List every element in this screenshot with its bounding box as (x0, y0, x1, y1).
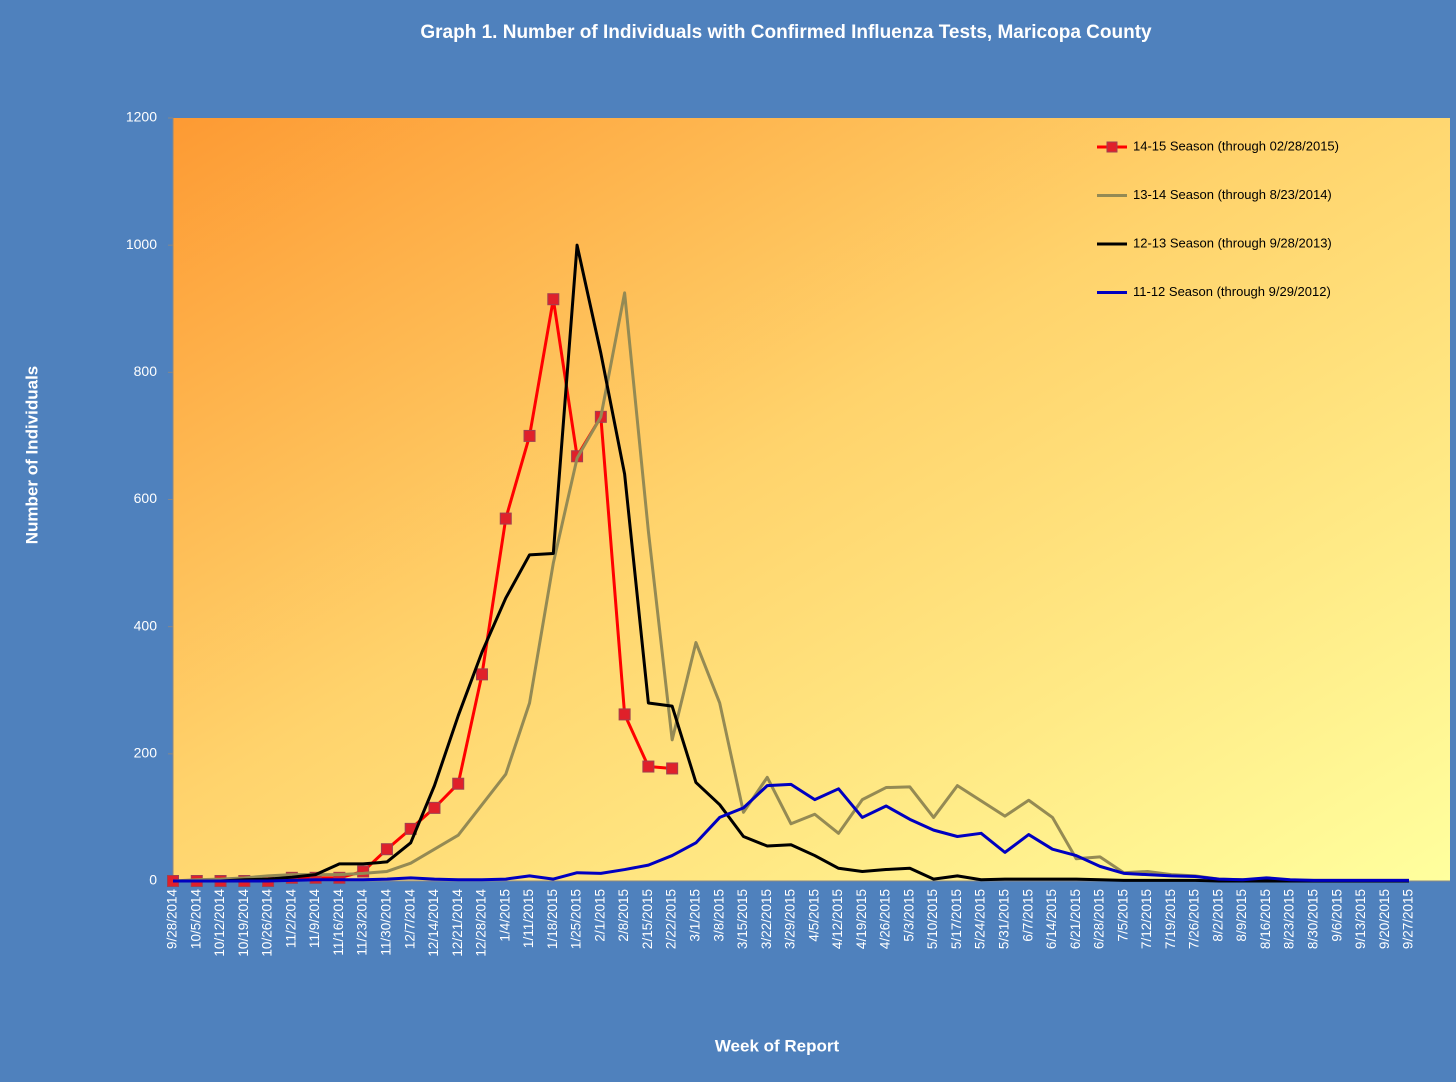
x-tick-label: 11/30/2014 (378, 889, 393, 956)
data-marker (547, 293, 560, 306)
y-tick-label: 800 (134, 363, 158, 379)
x-tick-label: 5/31/2015 (996, 889, 1011, 949)
x-tick-label: 2/22/2015 (664, 889, 679, 949)
data-marker (642, 760, 655, 773)
x-tick-label: 10/12/2014 (212, 889, 227, 957)
x-tick-label: 8/2/2015 (1210, 889, 1225, 942)
data-marker (452, 777, 465, 790)
x-tick-label: 4/19/2015 (854, 889, 869, 949)
x-tick-label: 2/15/2015 (640, 889, 655, 949)
data-marker (476, 668, 488, 681)
x-tick-label: 6/21/2015 (1068, 889, 1083, 949)
y-tick-label: 1200 (126, 109, 157, 125)
x-tick-label: 4/5/2015 (806, 889, 821, 942)
x-tick-label: 7/5/2015 (1115, 889, 1130, 942)
x-tick-label: 2/1/2015 (592, 889, 607, 942)
y-tick-label: 0 (149, 872, 157, 888)
data-marker (523, 429, 536, 442)
y-tick-label: 1000 (126, 236, 157, 252)
data-marker (380, 843, 393, 856)
x-tick-label: 6/7/2015 (1020, 889, 1035, 942)
x-tick-label: 9/6/2015 (1329, 889, 1344, 942)
x-tick-label: 1/18/2015 (545, 889, 560, 949)
legend-marker (1106, 141, 1118, 153)
x-tick-label: 9/28/2014 (165, 889, 180, 950)
plot-area (173, 118, 1450, 881)
x-tick-label: 3/22/2015 (759, 889, 774, 949)
x-tick-label: 10/26/2014 (260, 889, 275, 957)
x-tick-label: 9/20/2015 (1377, 889, 1392, 949)
x-tick-label: 6/28/2015 (1092, 889, 1107, 949)
data-marker (309, 871, 322, 884)
chart-title: Graph 1. Number of Individuals with Conf… (420, 22, 1152, 43)
x-tick-label: 12/21/2014 (450, 889, 465, 957)
x-tick-label: 1/4/2015 (497, 889, 512, 942)
x-tick-label: 12/7/2014 (402, 889, 417, 950)
x-tick-label: 9/13/2015 (1353, 889, 1368, 949)
x-tick-label: 5/17/2015 (949, 889, 964, 949)
x-tick-label: 11/16/2014 (331, 889, 346, 956)
y-tick-label: 200 (134, 745, 158, 761)
x-tick-label: 12/14/2014 (426, 889, 441, 957)
x-tick-label: 2/8/2015 (616, 889, 631, 942)
x-tick-label: 10/5/2014 (188, 889, 203, 950)
x-tick-label: 7/12/2015 (1139, 889, 1154, 949)
data-marker (499, 512, 512, 525)
y-tick-label: 400 (134, 617, 158, 633)
data-marker (333, 871, 346, 884)
x-tick-label: 5/3/2015 (901, 889, 916, 942)
x-tick-label: 8/30/2015 (1305, 889, 1320, 949)
x-tick-label: 9/27/2015 (1401, 889, 1416, 949)
data-marker (428, 801, 441, 814)
x-tick-label: 3/15/2015 (735, 889, 750, 949)
legend-label: 11-12 Season (through 9/29/2012) (1133, 284, 1331, 299)
x-tick-label: 4/26/2015 (878, 889, 893, 949)
y-axis-label: Number of Individuals (22, 366, 41, 545)
x-tick-label: 5/10/2015 (925, 889, 940, 949)
x-tick-label: 3/8/2015 (711, 889, 726, 942)
data-marker (357, 865, 370, 878)
x-tick-label: 3/1/2015 (687, 889, 702, 942)
x-tick-label: 11/23/2014 (355, 889, 370, 956)
x-tick-label: 12/28/2014 (474, 889, 489, 957)
x-tick-label: 8/9/2015 (1234, 889, 1249, 942)
x-tick-label: 3/29/2015 (783, 889, 798, 949)
x-tick-label: 7/26/2015 (1187, 889, 1202, 949)
data-marker (618, 708, 631, 721)
x-tick-label: 1/11/2015 (521, 889, 536, 948)
x-tick-label: 5/24/2015 (973, 889, 988, 949)
series-line (173, 782, 1409, 883)
legend-label: 13-14 Season (through 8/23/2014) (1133, 187, 1332, 202)
x-tick-label: 11/2/2014 (283, 889, 298, 949)
legend-label: 14-15 Season (through 02/28/2015) (1133, 138, 1339, 153)
x-axis-label: Week of Report (715, 1036, 840, 1055)
series-line (173, 243, 1409, 883)
x-tick-label: 4/12/2015 (830, 889, 845, 949)
x-tick-label: 6/14/2015 (1044, 889, 1059, 949)
x-tick-label: 1/25/2015 (569, 889, 584, 949)
y-tick-label: 600 (134, 490, 158, 506)
legend-label: 12-13 Season (through 9/28/2013) (1133, 235, 1332, 250)
data-marker (666, 762, 679, 775)
x-tick-label: 8/23/2015 (1282, 889, 1297, 949)
x-tick-label: 10/19/2014 (236, 889, 251, 957)
x-tick-label: 8/16/2015 (1258, 889, 1273, 949)
x-tick-label: 11/9/2014 (307, 889, 322, 949)
x-tick-label: 7/19/2015 (1163, 889, 1178, 949)
